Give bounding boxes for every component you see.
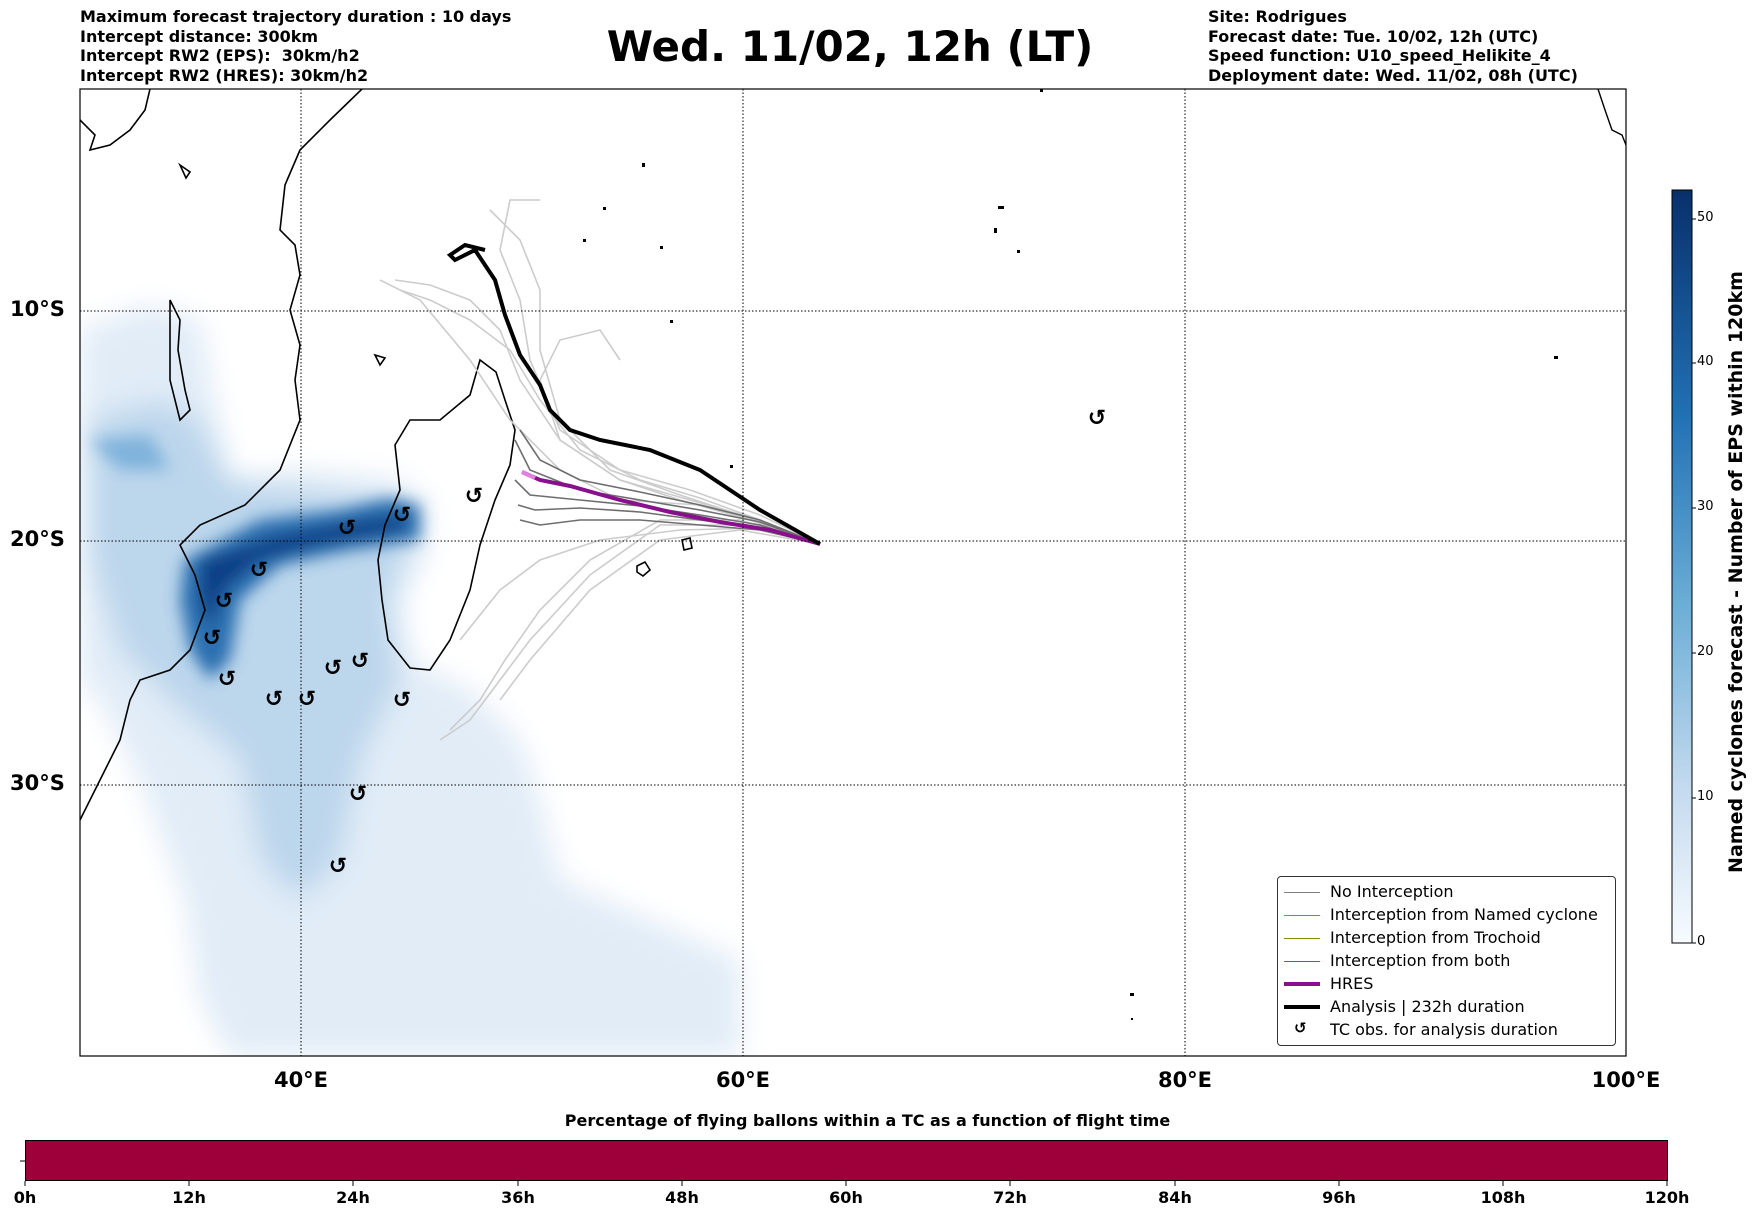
legend-label: Interception from Named cyclone: [1330, 905, 1598, 924]
bottom-tick: 120h: [1644, 1188, 1690, 1207]
madagascar-north-islet: [1597, 89, 1626, 146]
param-duration: Maximum forecast trajectory duration : 1…: [80, 7, 512, 26]
colorbar-gradient: [1671, 189, 1693, 944]
africa-horn: [80, 89, 151, 152]
page-title: Wed. 11/02, 12h (LT): [606, 22, 1094, 71]
bottom-tick: 84h: [1158, 1188, 1192, 1207]
map-legend: No Interception Interception from Named …: [1277, 876, 1616, 1046]
legend-swatch: [1284, 892, 1320, 893]
bottom-tick: 108h: [1480, 1188, 1526, 1207]
colorbar-ticks: [1692, 218, 1696, 944]
legend-label: No Interception: [1330, 882, 1454, 901]
tc-symbol: ↺: [265, 687, 283, 712]
param-speed-function: Speed function: U10_speed_Helikite_4: [1208, 46, 1551, 65]
tc-symbol: ↺: [351, 649, 369, 674]
lat-label-20s: 20°S: [10, 527, 65, 551]
legend-item-hres: HRES: [1278, 973, 1615, 996]
legend-label: Interception from Trochoid: [1330, 928, 1541, 947]
param-forecast-date: Forecast date: Tue. 10/02, 12h (UTC): [1208, 26, 1539, 46]
lat-label-10s: 10°S: [10, 297, 65, 321]
colorbar-title: Named cyclones forecast - Number of EPS …: [1725, 271, 1747, 873]
legend-swatch: [1284, 915, 1320, 916]
param-rw2-eps: Intercept RW2 (EPS): 30km/h2: [80, 46, 360, 65]
tc-symbol: ↺: [203, 626, 221, 651]
bottom-tick: 96h: [1322, 1188, 1356, 1207]
tc-symbol: ↺: [298, 687, 316, 712]
lat-label-30s: 30°S: [10, 771, 65, 795]
colorbar-tick: 50: [1697, 210, 1714, 225]
cyclone-icon: ↺: [1294, 1019, 1307, 1037]
tc-symbol: ↺: [393, 688, 411, 713]
seychelles-a: [178, 162, 192, 180]
map-frame: [79, 88, 1627, 1057]
comoros: [373, 353, 387, 367]
bottom-tick: 36h: [501, 1188, 535, 1207]
lon-label-100e: 100°E: [1591, 1068, 1661, 1092]
zanzibar: [169, 299, 191, 422]
lon-label-80e: 80°E: [1157, 1068, 1213, 1092]
tc-symbol: ↺: [218, 667, 236, 692]
legend-item-analysis: Analysis | 232h duration: [1278, 996, 1615, 1019]
bottom-tick: 48h: [665, 1188, 699, 1207]
bottom-tick: 72h: [993, 1188, 1027, 1207]
analysis-track: [446, 242, 821, 546]
hres-track: [521, 470, 821, 546]
tc-symbol: ↺: [1088, 406, 1106, 431]
tc-symbol: ↺: [338, 516, 356, 541]
colorbar-tick: 40: [1697, 354, 1714, 369]
legend-swatch: [1284, 982, 1320, 986]
legend-label: Interception from both: [1330, 951, 1511, 970]
flight-time-bar: [25, 1140, 1668, 1181]
tc-symbol: ↺: [393, 503, 411, 528]
africa-coast: [80, 89, 363, 821]
param-rw2-hres: Intercept RW2 (HRES): 30km/h2: [80, 65, 369, 85]
lon-label-60e: 60°E: [715, 1068, 771, 1092]
param-deployment-date: Deployment date: Wed. 11/02, 08h (UTC): [1208, 65, 1578, 85]
site-parameters: Site: Rodrigues Forecast date: Tue. 10/0…: [1208, 7, 1578, 85]
gridlines: [80, 89, 1626, 1056]
tc-observations: ↺ ↺ ↺ ↺ ↺ ↺ ↺ ↺ ↺ ↺ ↺ ↺ ↺ ↺ ↺: [203, 406, 1106, 879]
colorbar-tick: 10: [1697, 789, 1714, 804]
colorbar-tick: 30: [1697, 499, 1714, 514]
lon-label-40e: 40°E: [273, 1068, 329, 1092]
tc-symbol: ↺: [215, 589, 233, 614]
legend-swatch: [1284, 1005, 1320, 1009]
coastlines: [80, 89, 693, 821]
legend-item-trochoid: Interception from Trochoid: [1278, 927, 1615, 950]
bottom-tick: 24h: [336, 1188, 370, 1207]
tc-symbol: ↺: [329, 854, 347, 879]
forecast-parameters: Maximum forecast trajectory duration : 1…: [80, 7, 511, 85]
bottom-tick: 0h: [13, 1188, 37, 1207]
bottom-tick: 12h: [172, 1188, 206, 1207]
legend-item-no-interception: No Interception: [1278, 881, 1615, 904]
bottom-bar-ticks: [20, 1160, 1668, 1186]
legend-item-named-cyclone: Interception from Named cyclone: [1278, 904, 1615, 927]
tc-symbol: ↺: [324, 656, 342, 681]
legend-item-both: Interception from both: [1278, 950, 1615, 973]
eps-bundle: [514, 429, 821, 545]
legend-label: TC obs. for analysis duration: [1330, 1020, 1558, 1039]
legend-swatch: [1284, 961, 1320, 962]
tc-symbol: ↺: [465, 484, 483, 509]
bottom-tick: 60h: [829, 1188, 863, 1207]
colorbar-tick: 20: [1697, 644, 1714, 659]
legend-swatch: [1284, 938, 1320, 939]
islands: [583, 89, 1558, 1020]
madagascar-coast: [377, 358, 516, 671]
legend-label: HRES: [1330, 974, 1374, 993]
bottom-bar-title: Percentage of flying ballons within a TC…: [564, 1111, 1171, 1130]
hres-start: [521, 470, 536, 480]
legend-item-tc-obs: ↺ TC obs. for analysis duration: [1278, 1019, 1615, 1042]
param-site: Site: Rodrigues: [1208, 7, 1347, 26]
eps-trajectories: [379, 199, 821, 741]
tc-symbol: ↺: [250, 558, 268, 583]
param-intercept-distance: Intercept distance: 300km: [80, 26, 319, 46]
colorbar-tick: 0: [1697, 934, 1706, 949]
legend-label: Analysis | 232h duration: [1330, 997, 1525, 1016]
mauritius: [636, 560, 652, 578]
reunion: [681, 537, 693, 551]
tc-symbol: ↺: [349, 782, 367, 807]
